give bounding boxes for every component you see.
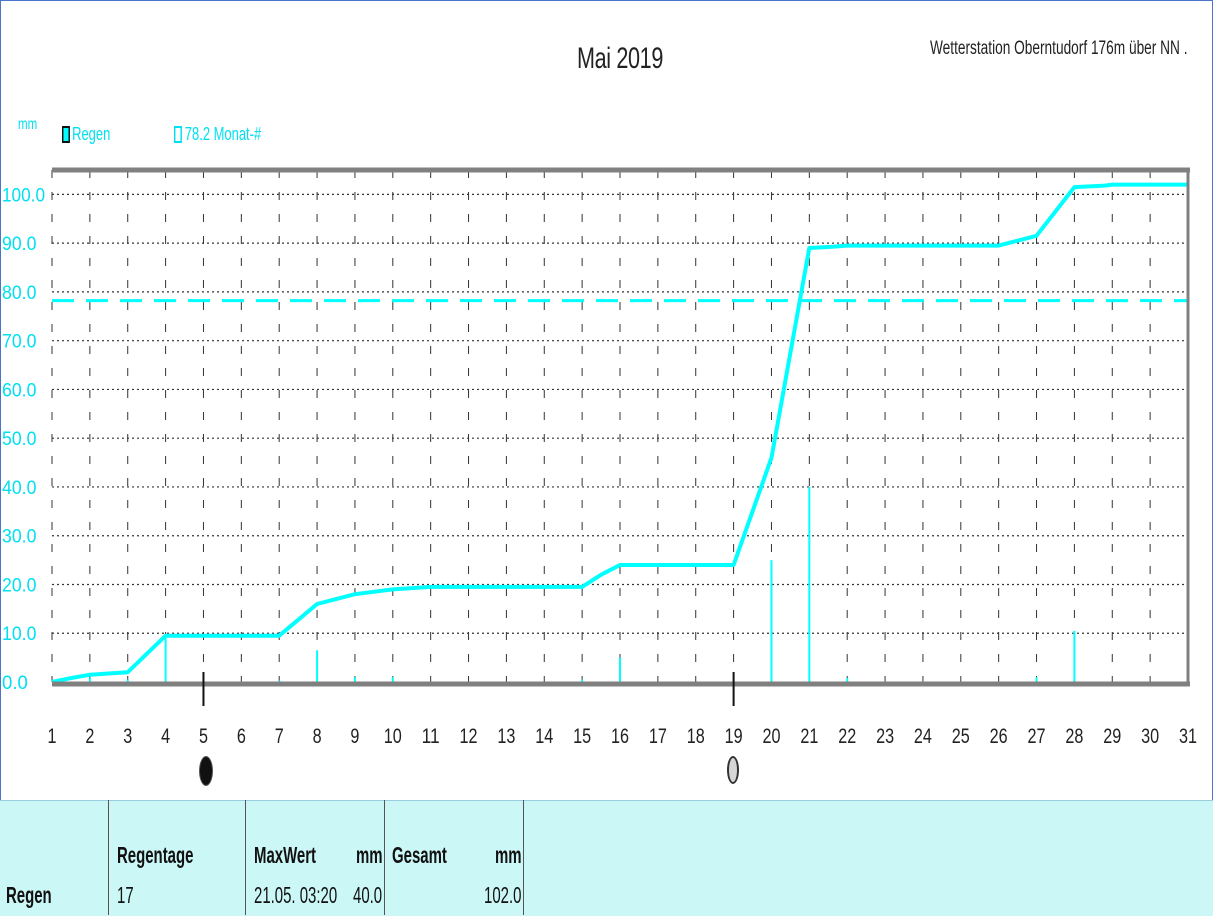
maxwert-unit-header: mm [356, 842, 383, 868]
x-tick-label: 9 [350, 725, 359, 748]
x-tick-label: 22 [838, 725, 856, 748]
x-tick-label: 26 [990, 725, 1008, 748]
x-axis-labels: 1 2 3 4 5 6 7 8 9 10 11 12 13 14 15 16 17 18 19 20 21 22 23 24 2… [48, 725, 1198, 748]
legend-rain-label: Regen [72, 124, 111, 144]
stats-divider [245, 800, 246, 915]
x-tick-label: 30 [1141, 725, 1159, 748]
average-swatch-icon [174, 126, 182, 143]
x-tick-label: 31 [1179, 725, 1197, 748]
x-tick-label: 8 [313, 725, 322, 748]
cumulative-line-path [51, 182, 1188, 684]
x-tick-label: 23 [876, 725, 894, 748]
legend-average: 78.2 Monat-# [174, 124, 261, 145]
x-tick-label: 12 [460, 725, 478, 748]
stats-divider [384, 800, 385, 915]
x-tick-label: 29 [1103, 725, 1121, 748]
rain-swatch-icon [62, 126, 70, 143]
x-tick-label: 18 [687, 725, 705, 748]
max-value: 40.0 [353, 882, 383, 908]
x-tick-label: 7 [275, 725, 284, 748]
rain-chart: 0.0 10.0 20.0 30.0 40.0 50.0 60.0 70.0 80.0 90.0 1… [2, 167, 1198, 748]
maxwert-header: MaxWert [254, 842, 317, 868]
full-moon-icon [727, 756, 739, 784]
x-tick-label: 15 [573, 725, 591, 748]
x-tick-label: 14 [535, 725, 553, 748]
chart-title: Mai 2019 [577, 42, 663, 75]
stats-divider [108, 800, 109, 915]
y-axis-labels: 0.0 10.0 20.0 30.0 40.0 50.0 60.0 70.0 80.0 90.0 1… [2, 185, 45, 694]
x-tick-label: 20 [762, 725, 780, 748]
total-value: 102.0 [484, 882, 522, 908]
row-label-regen: Regen [6, 882, 52, 908]
y-tick-label: 100.0 [2, 185, 45, 206]
y-unit-label: mm [18, 116, 38, 133]
y-tick-label: 90.0 [2, 234, 36, 255]
y-tick-label: 10.0 [2, 624, 36, 645]
x-tick-label: 6 [237, 725, 246, 748]
x-tick-label: 1 [48, 725, 57, 748]
y-tick-label: 20.0 [2, 575, 36, 596]
x-tick-label: 13 [497, 725, 515, 748]
x-tick-label: 11 [422, 725, 440, 748]
max-date-value: 21.05. 03:20 [254, 882, 338, 908]
plot-frame [52, 167, 1190, 687]
gesamt-header: Gesamt [392, 842, 447, 868]
x-tick-label: 10 [384, 725, 402, 748]
regentage-value: 17 [117, 882, 134, 908]
x-tick-label: 4 [161, 725, 170, 748]
y-tick-label: 30.0 [2, 527, 36, 548]
legend-average-label: 78.2 Monat-# [184, 124, 262, 144]
x-tick-label: 25 [952, 725, 970, 748]
stats-panel [0, 800, 1213, 916]
x-tick-label: 27 [1028, 725, 1046, 748]
x-tick-label: 16 [611, 725, 629, 748]
x-tick-label: 17 [649, 725, 667, 748]
x-tick-label: 2 [85, 725, 94, 748]
x-tick-label: 5 [199, 725, 208, 748]
moon-markers [202, 672, 735, 706]
daily-rain-bars [88, 486, 1076, 682]
x-tick-label: 19 [725, 725, 743, 748]
y-tick-label: 60.0 [2, 380, 36, 401]
y-tick-label: 0.0 [2, 673, 28, 694]
y-tick-label: 70.0 [2, 332, 36, 353]
grid [51, 170, 1189, 682]
y-tick-label: 50.0 [2, 429, 36, 450]
y-tick-label: 40.0 [2, 478, 36, 499]
x-tick-label: 3 [123, 725, 132, 748]
gesamt-unit-header: mm [495, 842, 522, 868]
regentage-header: Regentage [117, 842, 194, 868]
cumulative-rain-line [51, 182, 1188, 684]
legend-rain: Regen [62, 124, 110, 145]
x-tick-label: 21 [800, 725, 818, 748]
stats-divider [523, 800, 524, 915]
x-tick-label: 28 [1065, 725, 1083, 748]
station-label: Wetterstation Oberntudorf 176m über NN . [930, 38, 1188, 59]
x-tick-label: 24 [914, 725, 932, 748]
y-tick-label: 80.0 [2, 283, 36, 304]
new-moon-icon [199, 756, 213, 786]
